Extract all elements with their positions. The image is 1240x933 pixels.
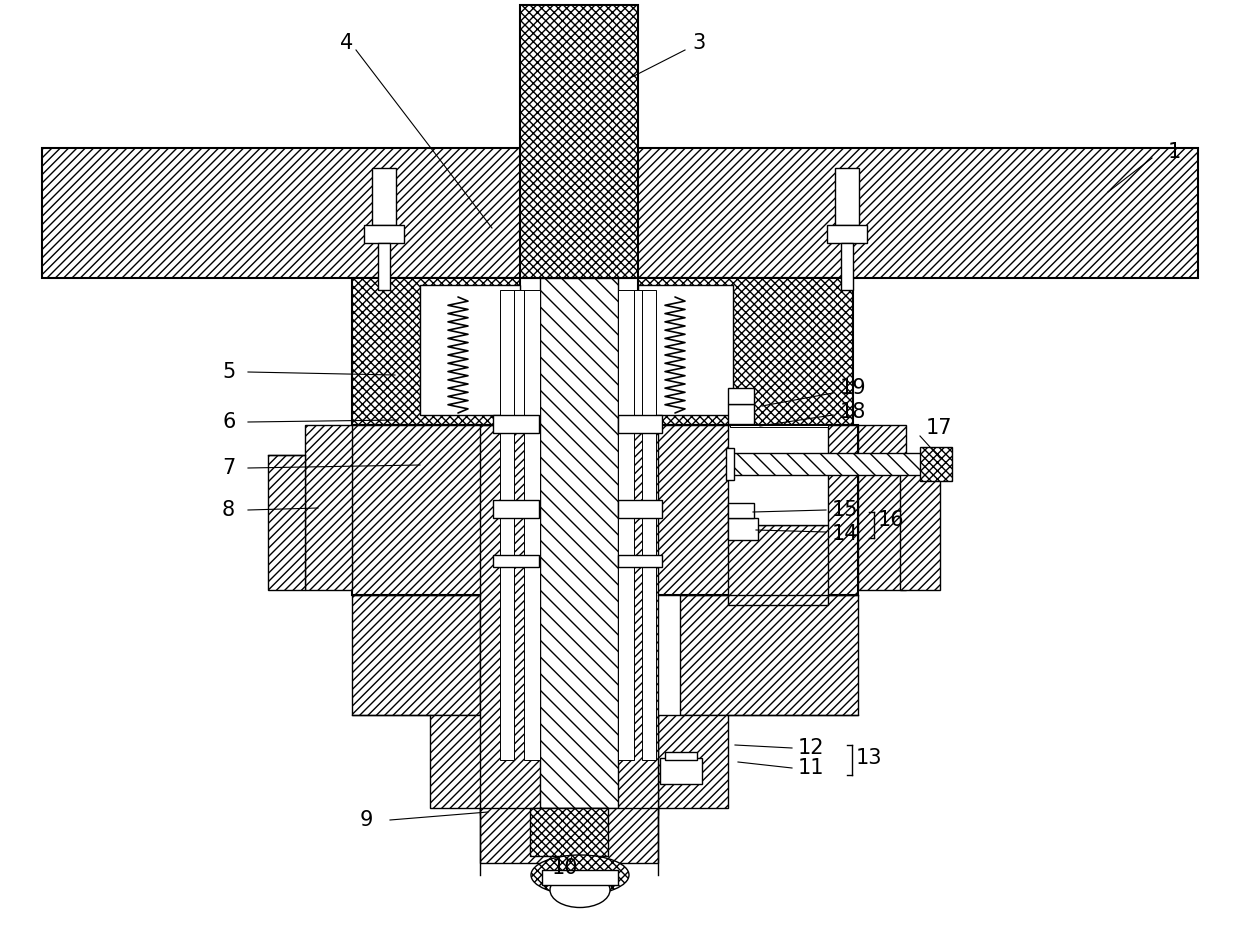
Bar <box>525 290 539 760</box>
Bar <box>352 595 480 715</box>
Bar <box>365 225 404 243</box>
Bar <box>920 447 952 481</box>
Bar <box>728 518 758 540</box>
Bar <box>529 808 608 856</box>
Text: 1: 1 <box>1168 142 1182 162</box>
Bar <box>680 595 858 715</box>
Bar <box>728 388 754 404</box>
Bar <box>42 148 1198 278</box>
Bar <box>639 285 733 415</box>
Bar <box>618 500 662 518</box>
Bar <box>658 715 728 808</box>
Text: 4: 4 <box>340 33 353 53</box>
Text: 14: 14 <box>832 524 858 544</box>
Bar <box>515 290 525 415</box>
Bar <box>730 425 828 427</box>
Bar <box>660 758 702 784</box>
Bar <box>725 448 734 480</box>
Ellipse shape <box>551 872 610 908</box>
Bar <box>858 425 906 590</box>
Bar <box>480 425 658 815</box>
Bar <box>430 715 500 808</box>
Bar <box>728 404 754 424</box>
Text: 19: 19 <box>839 378 867 398</box>
Text: 18: 18 <box>839 402 867 422</box>
Ellipse shape <box>531 855 629 895</box>
Bar <box>494 555 539 567</box>
Bar <box>520 5 639 278</box>
Bar <box>352 278 520 425</box>
Text: 13: 13 <box>856 748 883 768</box>
Text: 7: 7 <box>222 458 236 478</box>
Bar <box>420 285 520 415</box>
Text: 15: 15 <box>832 500 858 520</box>
Bar <box>639 425 858 595</box>
Text: 16: 16 <box>878 510 905 530</box>
Text: 5: 5 <box>222 362 236 382</box>
Bar <box>539 278 618 808</box>
Bar <box>642 290 656 760</box>
Text: 9: 9 <box>360 810 373 830</box>
Bar <box>268 455 305 590</box>
Bar <box>494 500 539 518</box>
Bar <box>500 290 515 760</box>
Text: 12: 12 <box>799 738 825 758</box>
Bar <box>618 555 662 567</box>
Text: 10: 10 <box>552 858 579 878</box>
Bar <box>305 425 352 590</box>
Bar <box>618 290 634 760</box>
Bar <box>639 278 853 425</box>
Bar <box>494 415 539 433</box>
Text: 6: 6 <box>222 412 236 432</box>
Bar <box>372 168 396 225</box>
Bar <box>634 290 642 415</box>
Bar <box>665 752 697 760</box>
Bar <box>728 503 754 518</box>
Bar <box>618 415 662 433</box>
Bar <box>480 808 658 863</box>
Bar <box>841 243 853 290</box>
Bar <box>827 225 867 243</box>
Text: 11: 11 <box>799 758 825 778</box>
Bar <box>728 525 828 605</box>
Bar <box>378 243 391 290</box>
Bar <box>352 425 520 595</box>
Text: 8: 8 <box>222 500 236 520</box>
Text: 3: 3 <box>692 33 706 53</box>
Bar <box>728 425 828 525</box>
Bar <box>542 870 618 885</box>
Bar <box>900 455 940 590</box>
Bar <box>835 168 859 225</box>
Bar <box>730 453 925 475</box>
Text: 17: 17 <box>926 418 952 438</box>
